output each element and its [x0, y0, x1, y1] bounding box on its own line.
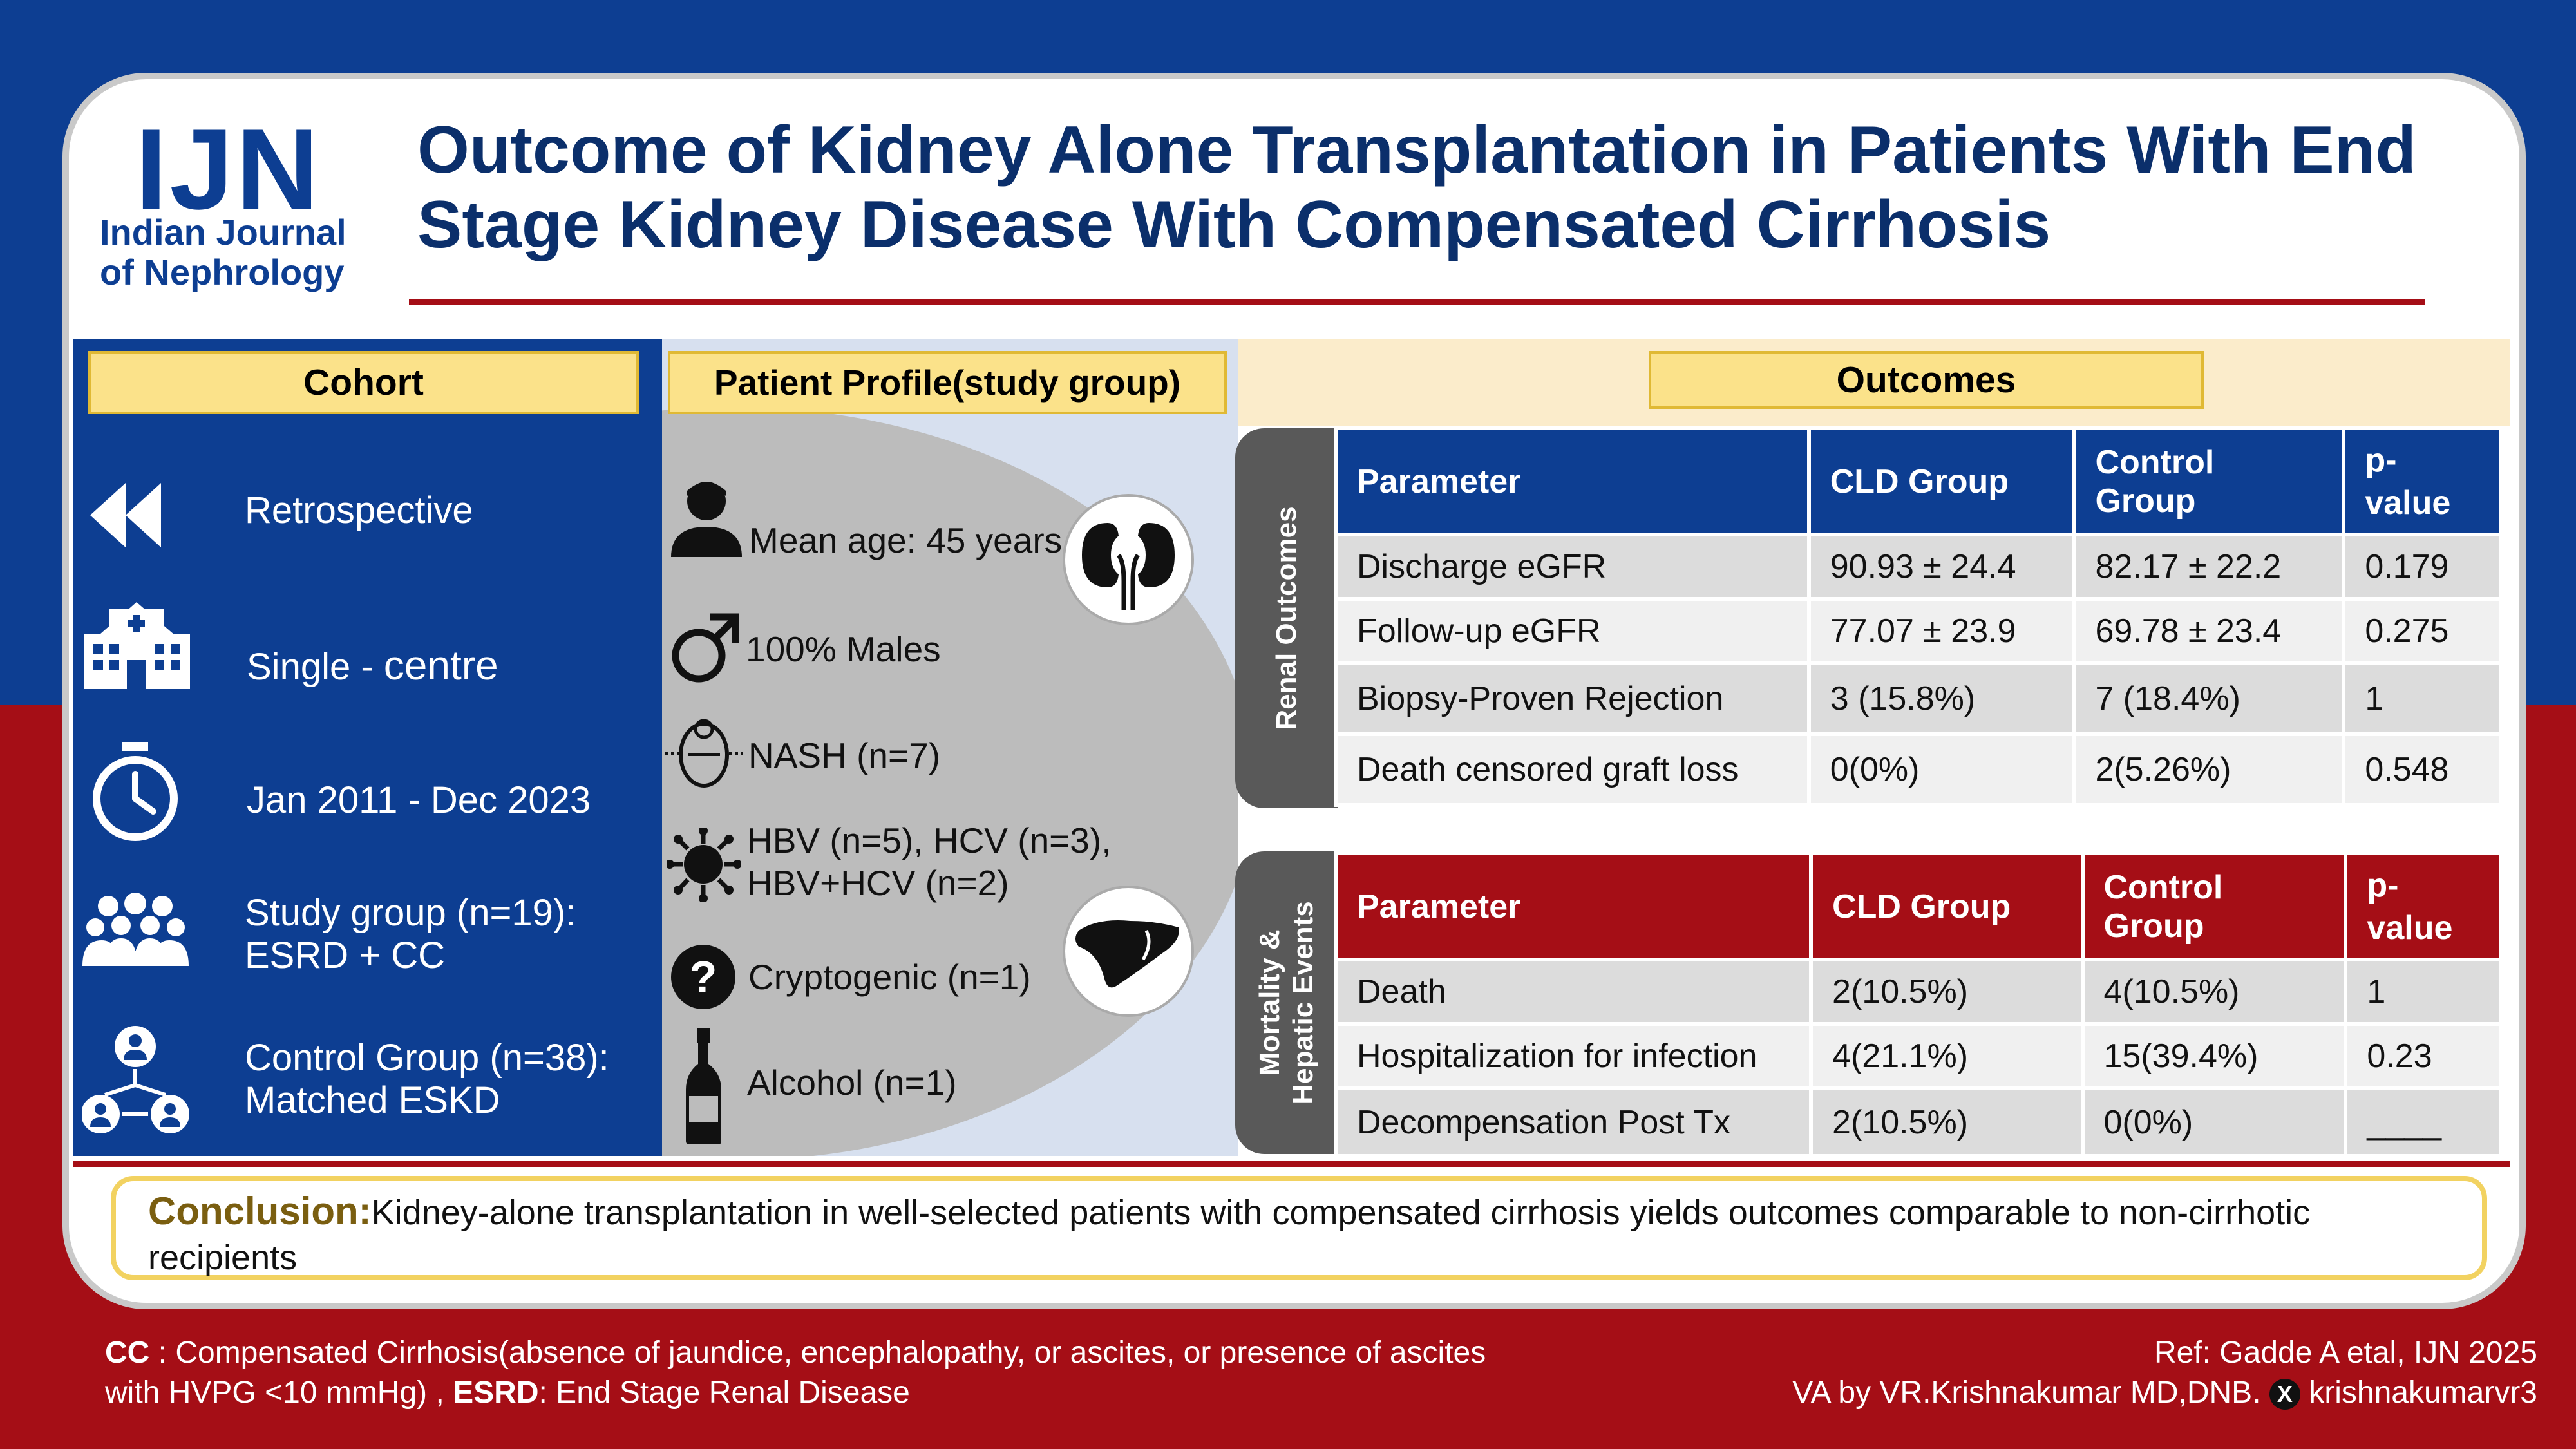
mortality-table: Parameter CLD Group Control Group p-valu… [1333, 851, 2503, 1158]
cell: Death [1333, 958, 1814, 1026]
conclusion-heading: Conclusion: [148, 1189, 372, 1233]
header-p-value: p-value [2344, 851, 2503, 961]
svg-text:?: ? [690, 952, 717, 1002]
table-row: Death 2(10.5%) 4(10.5%) 1 [1333, 958, 2503, 1026]
table-row: Decompensation Post Tx 2(10.5%) 0(0%) ____ [1333, 1086, 2503, 1158]
cell: 0(0%) [1806, 732, 2076, 807]
conclusion-text: Kidney-alone transplantation in well-sel… [148, 1193, 2311, 1277]
cohort-control-group: Control Group (n=38): Matched ESKD [245, 1037, 609, 1121]
network-icon [82, 1026, 189, 1133]
journal-name: Indian Journal of Nephrology [100, 212, 346, 292]
group-icon [82, 893, 189, 966]
cell: 2(10.5%) [1809, 958, 2085, 1026]
header-cld-group: CLD Group [1809, 851, 2085, 961]
cell: 0.275 [2342, 597, 2503, 665]
conclusion-box: Conclusion:Kidney-alone transplantation … [111, 1176, 2487, 1280]
page-title: Outcome of Kidney Alone Transplantation … [417, 113, 2416, 262]
cell: 0.548 [2342, 732, 2503, 807]
cell: 4(10.5%) [2080, 958, 2348, 1026]
liver-icon [1063, 886, 1194, 1017]
header-control-group: Control Group [2080, 851, 2348, 961]
cell: 4(21.1%) [1809, 1022, 2085, 1090]
question-icon: ? [671, 945, 735, 1009]
mortality-events-tab: Mortality & Hepatic Events [1235, 851, 1338, 1154]
profile-alcohol: Alcohol (n=1) [747, 1063, 957, 1103]
cell: Biopsy-Proven Rejection [1334, 661, 1811, 736]
cell: Discharge eGFR [1334, 533, 1811, 601]
cohort-label: Cohort [88, 351, 639, 414]
social-handle[interactable]: krishnakumarvr3 [2309, 1376, 2537, 1410]
cell: 90.93 ± 24.4 [1806, 533, 2076, 601]
header-parameter: Parameter [1333, 851, 1814, 961]
outcomes-label: Outcomes [1649, 351, 2204, 409]
liver-fat-icon [665, 719, 743, 788]
profile-nash: NASH (n=7) [748, 735, 941, 775]
profile-males: 100% Males [746, 629, 941, 669]
cell: 0.23 [2344, 1022, 2503, 1090]
bottle-icon [686, 1028, 721, 1144]
cell: 3 (15.8%) [1806, 661, 2076, 736]
cohort-study-group: Study group (n=19): ESRD + CC [245, 892, 576, 976]
header-control-group: Control Group [2072, 426, 2346, 536]
cell: 15(39.4%) [2080, 1022, 2348, 1090]
profile-label: Patient Profile(study group) [668, 351, 1227, 414]
cell: 0.179 [2342, 533, 2503, 601]
hospital-icon [84, 602, 190, 689]
header-parameter: Parameter [1334, 426, 1811, 536]
kidney-icon [1063, 494, 1194, 625]
conclusion-divider [73, 1161, 2510, 1167]
footer-credits: Ref: Gadde A etal, IJN 2025 VA by VR.Kri… [1792, 1333, 2537, 1413]
cell: Hospitalization for infection [1333, 1022, 1814, 1090]
cohort-single-centre: Single - centre [247, 642, 498, 688]
rewind-icon [90, 483, 161, 547]
cell: 2(5.26%) [2072, 732, 2346, 807]
header-p-value: p-value [2342, 426, 2503, 536]
journal-logo: IJN [135, 105, 321, 233]
cell: 1 [2342, 661, 2503, 736]
profile-mean-age: Mean age: 45 years [749, 520, 1063, 560]
visual-abstract-credit: VA by VR.Krishnakumar MD,DNB. [1792, 1376, 2261, 1410]
profile-panel [662, 339, 1238, 1156]
profile-viral: HBV (n=5), HCV (n=3), HBV+HCV (n=2) [747, 820, 1112, 903]
header-cld-group: CLD Group [1806, 426, 2076, 536]
table-row: Hospitalization for infection 4(21.1%) 15(… [1333, 1022, 2503, 1090]
reference: Ref: Gadde A etal, IJN 2025 [2154, 1336, 2537, 1370]
cell: Follow-up eGFR [1334, 597, 1811, 665]
cell: 0(0%) [2080, 1086, 2348, 1158]
table-row: Biopsy-Proven Rejection 3 (15.8%) 7 (18.4%… [1334, 661, 2503, 736]
cell: 82.17 ± 22.2 [2072, 533, 2346, 601]
stopwatch-icon [93, 742, 178, 841]
footer-abbreviations: CC : Compensated Cirrhosis(absence of ja… [105, 1336, 1486, 1410]
renal-outcomes-table: Parameter CLD Group Control Group p-valu… [1334, 426, 2503, 807]
renal-outcomes-tab: Renal Outcomes [1235, 428, 1338, 808]
cell: Decompensation Post Tx [1333, 1086, 1814, 1158]
person-icon [671, 482, 742, 557]
cell: 1 [2344, 958, 2503, 1026]
title-divider [409, 299, 2425, 305]
cell: 7 (18.4%) [2072, 661, 2346, 736]
cell: 2(10.5%) [1809, 1086, 2085, 1158]
table-row: Death censored graft loss 0(0%) 2(5.26%) 0.… [1334, 732, 2503, 807]
cohort-panel [73, 339, 662, 1156]
male-symbol-icon [672, 613, 739, 683]
virus-icon [667, 828, 741, 902]
cell: ____ [2344, 1086, 2503, 1158]
cell: 69.78 ± 23.4 [2072, 597, 2346, 665]
cohort-dates: Jan 2011 - Dec 2023 [247, 779, 591, 821]
x-logo-icon: X [2269, 1379, 2300, 1410]
cohort-retrospective: Retrospective [245, 489, 473, 531]
cell: 77.07 ± 23.9 [1806, 597, 2076, 665]
profile-cryptogenic: Cryptogenic (n=1) [748, 957, 1031, 997]
cell: Death censored graft loss [1334, 732, 1811, 807]
table-row: Discharge eGFR 90.93 ± 24.4 82.17 ± 22.2 0.… [1334, 533, 2503, 601]
table-row: Follow-up eGFR 77.07 ± 23.9 69.78 ± 23.4 0.… [1334, 597, 2503, 665]
